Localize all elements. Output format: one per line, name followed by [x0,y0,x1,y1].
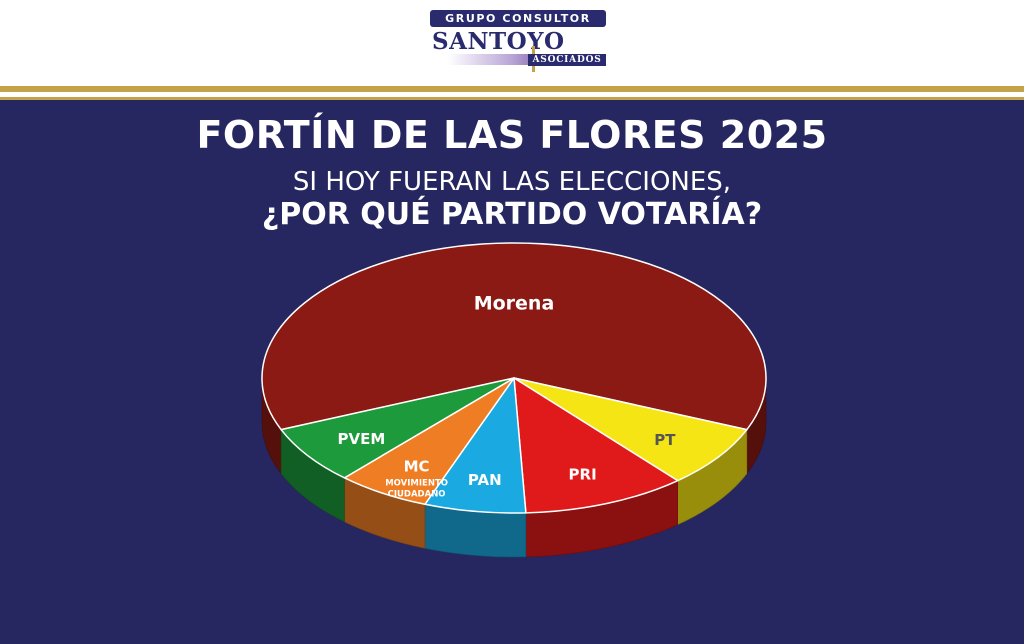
header-banner: GRUPO CONSULTOR SANTOYO ASOCIADOS [0,0,1024,86]
divider-gold-thin [0,97,1024,100]
pie-label-pan: PAN [468,471,502,489]
pie-label-pvem: PVEM [338,430,386,448]
pie-slices [261,242,767,514]
pie-label-pt: PT [654,431,676,449]
logo-sub-text: ASOCIADOS [528,54,606,66]
divider-white [0,92,1024,97]
logo-gradient-bar [448,54,606,65]
divider-gold [0,86,1024,92]
pie-slice-morena [261,242,767,431]
pie-slice-pvem [280,377,515,479]
pie-slice-pt [513,377,748,482]
question-line-1: SI HOY FUERAN LAS ELECCIONES, [292,167,732,197]
logo-main-text: SANTOYO [432,28,565,55]
question-line-2: ¿POR QUÉ PARTIDO VOTARÍA? [261,197,763,232]
pie-label-mc: MC [404,458,430,476]
santoyo-logo: GRUPO CONSULTOR SANTOYO ASOCIADOS [430,10,610,72]
page-title: FORTÍN DE LAS FLORES 2025 [196,113,828,157]
logo-top-text: GRUPO CONSULTOR [430,10,606,27]
pie-sublabel-mc-0: MOVIMIENTO [385,479,448,489]
pie-sublabel-mc-1: CIUDADANO [388,490,446,500]
pie-label-pri: PRI [569,465,597,483]
pie-label-morena: Morena [474,292,555,314]
pie-slice-pri [513,377,679,514]
